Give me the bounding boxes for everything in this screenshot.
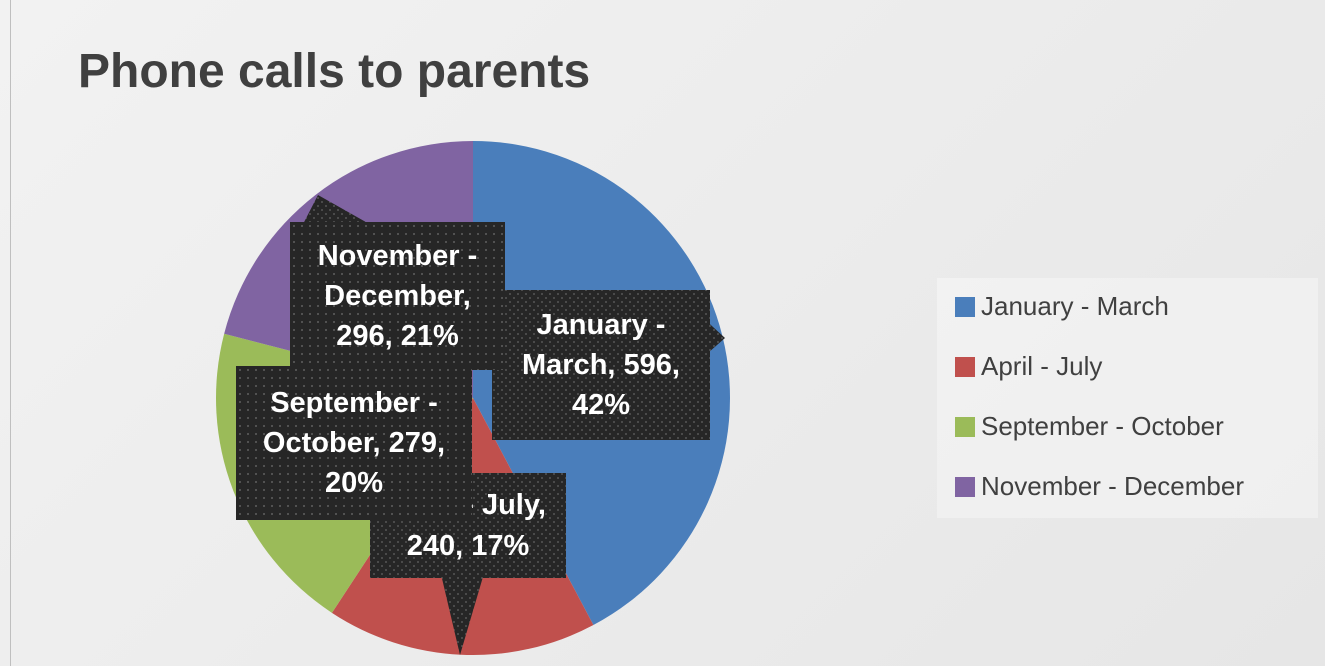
data-label: November - December, 296, 21% (317, 239, 478, 352)
legend-item: November - December (955, 471, 1244, 502)
legend-swatch (955, 476, 975, 497)
legend-label: April - July (981, 351, 1103, 381)
label-overlap (236, 366, 472, 520)
chart-title: Phone calls to parents (78, 45, 591, 98)
chart-frame (10, 0, 1325, 666)
legend-item: September - October (955, 411, 1224, 442)
data-label: September - October, 279, 20% (262, 386, 446, 499)
legend-swatch (955, 356, 975, 377)
callout-pointer (300, 195, 380, 230)
legend-label: November - December (981, 471, 1244, 501)
legend-label: January - March (981, 291, 1169, 321)
callout-box (492, 290, 710, 440)
data-label: January - March, 596, 42% (522, 308, 680, 421)
legend-item: April - July (955, 351, 1102, 382)
legend: January - March April - July September - O… (937, 278, 1318, 518)
legend-swatch (955, 416, 975, 437)
data-label-box (492, 290, 725, 440)
legend-item: January - March (955, 291, 1169, 322)
legend-swatch (955, 296, 975, 317)
legend-label: September - October (981, 411, 1224, 441)
callout-pointer (440, 570, 485, 655)
callout-pointer (700, 315, 725, 360)
label-overlap (290, 222, 505, 370)
